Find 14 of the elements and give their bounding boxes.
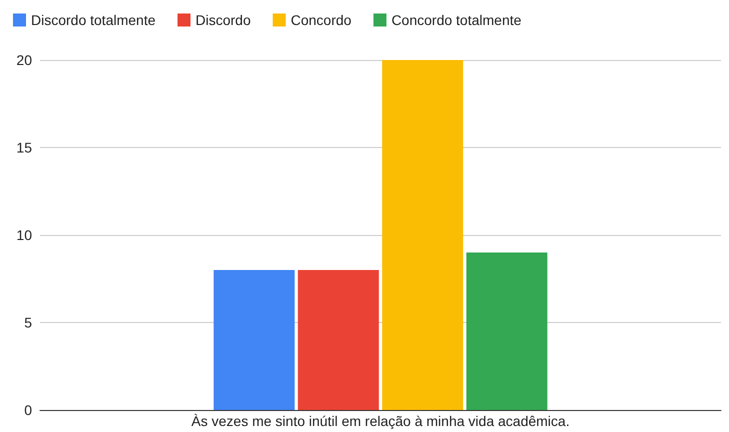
y-tick-label: 15 bbox=[16, 140, 32, 156]
y-tick-label: 20 bbox=[16, 52, 32, 68]
y-tick-label: 10 bbox=[16, 227, 32, 243]
bar bbox=[298, 270, 379, 410]
y-tick-label: 0 bbox=[24, 402, 32, 418]
legend-label: Concordo bbox=[290, 12, 352, 28]
legend-label: Discordo bbox=[196, 12, 251, 28]
legend-label: Discordo totalmente bbox=[31, 12, 156, 28]
bar bbox=[214, 270, 295, 410]
legend-label: Concordo totalmente bbox=[391, 12, 522, 28]
y-tick-label: 5 bbox=[24, 314, 32, 330]
bar bbox=[382, 60, 464, 410]
bar bbox=[466, 252, 548, 410]
x-tick-label: Às vezes me sinto inútil em relação à minha vida acadêmica. bbox=[191, 413, 570, 429]
